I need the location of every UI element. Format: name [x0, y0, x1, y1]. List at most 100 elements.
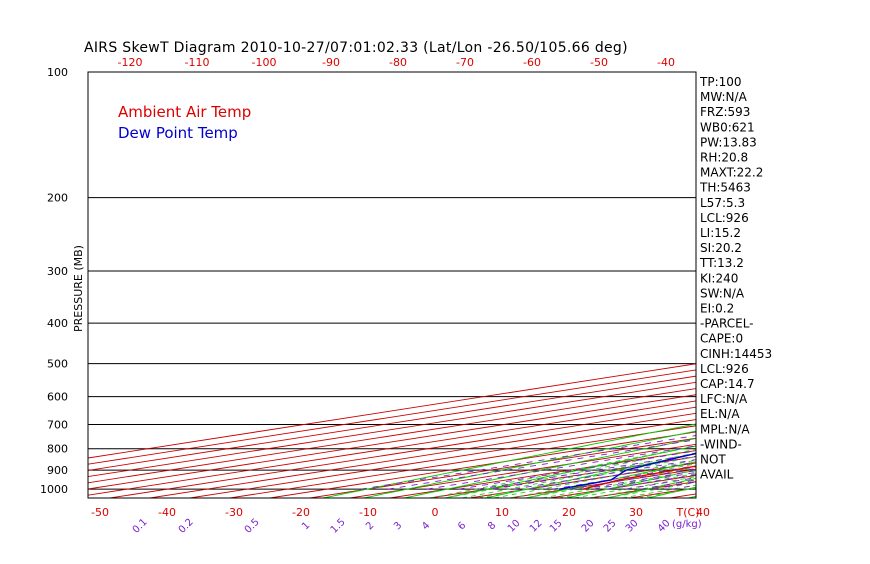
dry-adiabat-line: [485, 72, 870, 498]
top-temperature-tick: -120: [118, 56, 143, 69]
pressure-tick-label: 600: [47, 391, 68, 404]
stat-line: TH:5463: [699, 181, 751, 195]
mixing-ratio-label: 0.1: [131, 517, 150, 536]
stat-line: MAXT:22.2: [700, 166, 763, 180]
stat-line: -WIND-: [700, 437, 742, 451]
top-temperature-tick: -60: [523, 56, 541, 69]
bottom-temperature-tick: 10: [495, 506, 509, 519]
dry-adiabat-line: [810, 72, 870, 498]
mixing-ratio-label: 0.5: [243, 517, 262, 536]
mixing-ratio-label: 10: [506, 518, 523, 535]
stat-line: LI:15.2: [700, 226, 741, 240]
stat-line: RH:20.8: [700, 151, 748, 165]
isotherm-line: [430, 72, 870, 498]
dry-adiabat-line: [445, 72, 870, 498]
mixing-ratio-label: 25: [602, 518, 619, 535]
stat-line: FRZ:593: [700, 105, 750, 119]
moist-adiabat-line: [526, 198, 870, 498]
top-temperature-tick: -70: [456, 56, 474, 69]
bottom-temperature-tick: -10: [359, 506, 377, 519]
pressure-tick-label: 200: [47, 192, 68, 205]
isotherm-line: [230, 72, 870, 498]
top-temperature-tick: -50: [590, 56, 608, 69]
y-axis-label: PRESSURE (MB): [72, 245, 85, 332]
pressure-tick-label: 700: [47, 419, 68, 432]
stat-line: KI:240: [700, 271, 738, 285]
top-temperature-tick: -100: [252, 56, 277, 69]
mixing-ratio-label: 8: [486, 520, 498, 532]
mixing-ratio-label: 40: [656, 518, 673, 535]
dry-adiabat-line: [769, 72, 870, 498]
stat-line: AVAIL: [700, 468, 734, 482]
pressure-tick-label: 300: [47, 265, 68, 278]
stat-line: SI:20.2: [700, 241, 742, 255]
stat-line: SW:N/A: [700, 286, 745, 300]
stat-line: LCL:926: [700, 362, 749, 376]
mixing-ratio-label: 20: [580, 518, 597, 535]
moist-adiabat-line: [478, 198, 870, 498]
stat-line: TT:13.2: [699, 256, 744, 270]
mixing-ratio-label: 0.2: [177, 517, 196, 536]
mixing-ratio-label: 1.5: [329, 517, 348, 536]
mixing-ratio-label: 30: [624, 518, 641, 535]
pressure-tick-label: 100: [47, 66, 68, 79]
stat-line: CAPE:0: [700, 332, 743, 346]
mixing-ratio-label: 15: [548, 518, 565, 535]
mixing-ratio-label: 12: [528, 518, 545, 535]
bottom-temperature-tick: 20: [562, 506, 576, 519]
stat-line: NOT: [700, 453, 726, 467]
stat-line: PW:13.83: [700, 135, 757, 149]
bottom-temperature-tick: -20: [292, 506, 310, 519]
stat-line: MPL:N/A: [700, 422, 750, 436]
stat-line: -PARCEL-: [700, 317, 754, 331]
stat-line: CAP:14.7: [700, 377, 755, 391]
isotherm-line: [310, 72, 870, 498]
dry-adiabat-line: [404, 72, 870, 498]
bottom-temperature-tick: -40: [158, 506, 176, 519]
bottom-temperature-tick: 30: [629, 506, 643, 519]
isotherm-line: [350, 72, 870, 498]
top-temperature-tick: -110: [185, 56, 210, 69]
bottom-temperature-tick: 0: [432, 506, 439, 519]
top-temperature-tick: -80: [389, 56, 407, 69]
bottom-unit-label: T(C): [676, 506, 700, 519]
mixing-ratio-label: 4: [420, 520, 432, 532]
isotherm-line: [470, 72, 870, 498]
stat-line: CINH:14453: [700, 347, 772, 361]
top-temperature-tick: -90: [322, 56, 340, 69]
dry-adiabat-line: [526, 72, 870, 498]
mixing-ratio-label: 1: [300, 520, 312, 532]
moist-adiabat-line: [446, 198, 870, 498]
legend-ambient: Ambient Air Temp: [118, 103, 251, 121]
pressure-tick-label: 900: [47, 464, 68, 477]
stat-line: MW:N/A: [700, 90, 748, 104]
isotherm-line: [190, 72, 870, 498]
bottom-temperature-tick: -30: [225, 506, 243, 519]
isotherm-line: [150, 72, 870, 498]
pressure-tick-label: 800: [47, 443, 68, 456]
dry-adiabat-line: [850, 72, 870, 498]
stat-line: EI:0.2: [700, 302, 734, 316]
mixing-ratio-line: [493, 323, 870, 489]
pressure-tick-label: 500: [47, 358, 68, 371]
chart-title: AIRS SkewT Diagram 2010-10-27/07:01:02.3…: [84, 40, 628, 56]
stat-line: LFC:N/A: [700, 392, 748, 406]
stat-line: LCL:926: [700, 211, 749, 225]
moist-adiabat-line: [430, 198, 870, 498]
legend-dewpoint: Dew Point Temp: [118, 124, 238, 142]
mixing-ratio-label: 3: [392, 520, 404, 532]
stat-line: L57:5.3: [700, 196, 745, 210]
pressure-tick-label: 400: [47, 317, 68, 330]
mixing-ratio-unit: (g/kg): [672, 519, 702, 530]
isotherm-line: [390, 72, 870, 498]
bottom-temperature-tick: -50: [91, 506, 109, 519]
stat-line: TP:100: [699, 75, 742, 89]
moist-adiabat-line: [510, 198, 870, 498]
dry-adiabat-line: [323, 72, 870, 498]
pressure-tick-label: 1000: [40, 483, 68, 496]
stat-line: WB0:621: [700, 120, 755, 134]
mixing-ratio-label: 6: [456, 520, 468, 532]
top-temperature-tick: -40: [657, 56, 675, 69]
stat-line: EL:N/A: [700, 407, 740, 421]
